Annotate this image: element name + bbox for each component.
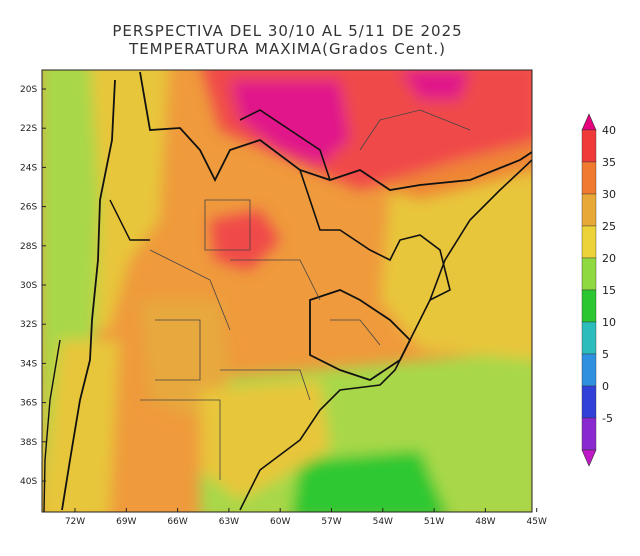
province-outline bbox=[230, 259, 321, 301]
colorbar-segment bbox=[581, 353, 597, 387]
colorbar-label: 15 bbox=[602, 284, 616, 297]
lon-label: 72W bbox=[65, 517, 85, 527]
colorbar-segment bbox=[581, 193, 597, 227]
temperature-field bbox=[42, 70, 532, 512]
field-40c-core bbox=[230, 80, 350, 165]
field-green-patch-south bbox=[291, 450, 447, 512]
lat-label: 26S bbox=[20, 203, 37, 213]
lat-label: 32S bbox=[20, 320, 37, 330]
internal-divisions bbox=[140, 109, 471, 480]
field-patagonia-yellow bbox=[42, 340, 120, 512]
lon-label: 69W bbox=[116, 517, 136, 527]
atlantic-coastline bbox=[239, 159, 532, 511]
lat-label: 36S bbox=[20, 399, 37, 409]
lat-label: 28S bbox=[20, 242, 37, 252]
lat-label: 34S bbox=[20, 359, 37, 369]
lat-label: 24S bbox=[20, 163, 37, 173]
lat-label: 40S bbox=[20, 477, 37, 487]
border-chile-argentina bbox=[61, 79, 116, 511]
lon-label: 48W bbox=[475, 517, 495, 527]
colorbar-segment bbox=[581, 225, 597, 259]
map-title-line2: TEMPERATURA MAXIMA(Grados Cent.) bbox=[129, 40, 446, 58]
border-paraguay-north bbox=[239, 109, 331, 181]
colorbar-label: -5 bbox=[602, 412, 613, 425]
lon-label: 45W bbox=[527, 517, 547, 527]
lat-label: 22S bbox=[20, 124, 37, 134]
lon-label: 60W bbox=[270, 517, 290, 527]
pacific-coastline bbox=[43, 339, 61, 512]
colorbar: 40 35 30 25 20 15 10 5 0 -5 bbox=[581, 113, 616, 467]
colorbar-segment bbox=[581, 385, 597, 419]
lat-label: 30S bbox=[20, 281, 37, 291]
colorbar-segment bbox=[581, 321, 597, 355]
province-outline bbox=[359, 109, 471, 151]
field-chaco-red bbox=[210, 210, 280, 270]
province-outline bbox=[155, 319, 201, 381]
lon-label: 51W bbox=[424, 517, 444, 527]
province-outline bbox=[149, 249, 231, 331]
field-pampa-yellow bbox=[200, 380, 330, 500]
colorbar-segment bbox=[581, 161, 597, 195]
map-frame bbox=[41, 69, 533, 513]
political-borders bbox=[43, 71, 532, 512]
colorbar-bottom-arrow bbox=[581, 449, 597, 467]
colorbar-label: 35 bbox=[602, 156, 616, 169]
field-atlantic-yellow bbox=[380, 171, 532, 360]
colorbar-label: 10 bbox=[602, 316, 616, 329]
province-outline bbox=[204, 199, 251, 251]
colorbar-label: 0 bbox=[602, 380, 609, 393]
field-40c-small bbox=[400, 70, 470, 100]
colorbar-label: 25 bbox=[602, 220, 616, 233]
longitude-labels: 72W 69W 66W 63W 60W 57W 54W 51W 48W 45W bbox=[65, 508, 547, 527]
latitude-labels: 20S 22S 24S 26S 28S 30S 32S 34S 36S 38S 40S bbox=[20, 85, 46, 487]
map-title-line1: PERSPECTIVA DEL 30/10 AL 5/11 DE 2025 bbox=[112, 22, 463, 40]
colorbar-label: 5 bbox=[602, 348, 609, 361]
province-outline bbox=[330, 319, 381, 346]
lon-label: 54W bbox=[373, 517, 393, 527]
lat-label: 20S bbox=[20, 85, 37, 95]
province-outline bbox=[140, 399, 221, 480]
colorbar-segment bbox=[581, 129, 597, 163]
colorbar-segment bbox=[581, 257, 597, 291]
colorbar-segment bbox=[581, 417, 597, 451]
colorbar-label: 40 bbox=[602, 124, 616, 137]
colorbar-label: 20 bbox=[602, 252, 616, 265]
border-bolivia-argentina bbox=[109, 199, 150, 241]
colorbar-segment bbox=[581, 289, 597, 323]
lat-label: 38S bbox=[20, 438, 37, 448]
lon-label: 63W bbox=[219, 517, 239, 527]
lon-label: 57W bbox=[321, 517, 341, 527]
colorbar-top-arrow bbox=[581, 113, 597, 131]
field-andes-yellow bbox=[90, 70, 170, 330]
lon-label: 66W bbox=[167, 517, 187, 527]
province-outline bbox=[220, 369, 311, 401]
colorbar-label: 30 bbox=[602, 188, 616, 201]
